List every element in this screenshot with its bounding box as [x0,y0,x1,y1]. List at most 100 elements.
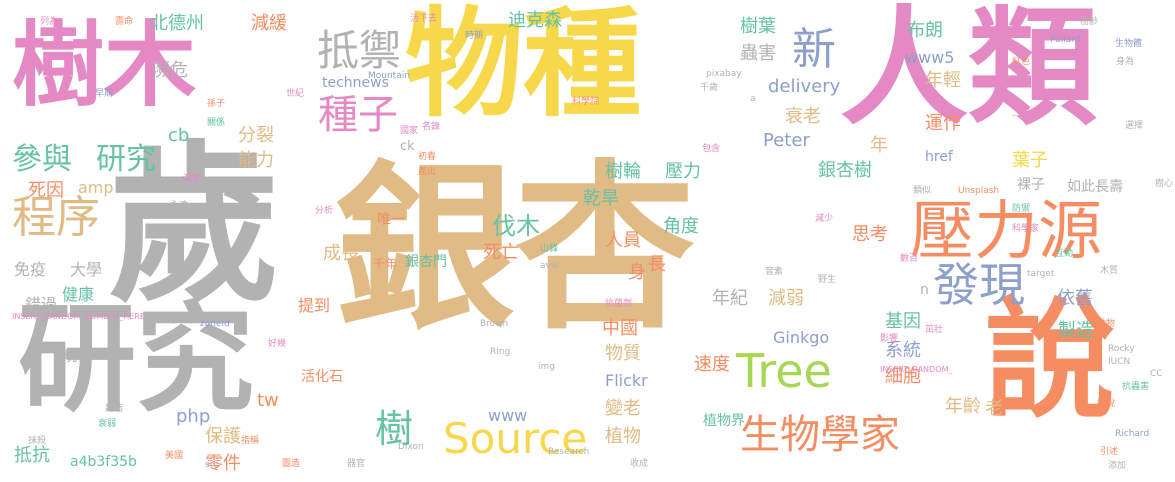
word-binwei: 瀕危 [152,60,188,81]
word-insert-random: INSERT_RANDOM_NUMBER_HERE' [12,312,148,321]
word-dongwu: 動物 [1097,319,1116,329]
word-shengwuxuejia: 生物學家 [740,412,900,458]
word-jianshao: 減少 [815,214,834,224]
word-mingyuan: 名錄 [422,122,441,132]
word-yanjiu: 研究 [18,290,255,428]
word-www: www [488,406,528,425]
word-unsplash: Unsplash [958,186,1000,196]
word-xiancun: 現存 [63,349,91,365]
word-bianlao: 變老 [605,398,641,419]
word-ginkgo: Ginkgo [773,328,830,347]
word-shuzi: 數百 [900,254,919,264]
word-baohan: 包含 [702,144,721,154]
word-iucn: IUCN [1108,357,1131,367]
word-renyuan: 人員 [605,230,641,251]
word-tidao: 提到 [298,296,331,315]
word-qianmou: 千歲 [700,83,719,93]
word-haoshi: 好幾 [268,339,287,349]
word-jianhuan: 減緩 [251,13,287,34]
word-a4b: a4b3f35b [70,454,137,470]
word-huoxiaqu: 活下去 [410,14,438,24]
word-shimiao: 時期 [465,31,484,41]
word-qiannian: 千年 [373,257,398,271]
word-xin: 新 [792,24,836,75]
word-nianling: 年齡 [945,396,981,417]
word-zhongguo: 中國 [602,318,638,339]
word-siwang: 死亡 [483,242,519,263]
word-mosha: 抹殺 [28,436,47,446]
word-yinxingmen: 銀杏門 [405,254,447,270]
word-shuling: 樹齡 [1080,17,1099,27]
word-peter: Peter [763,130,810,151]
word-mumu: 木質 [1100,266,1119,276]
word-yinyue: 音素 [765,267,784,277]
word-bulang: 布朗 [907,20,943,41]
word-jiankang: 健康 [62,285,95,304]
word-shen: 身 [628,262,646,283]
word-qiaoguan: 器官 [347,459,366,469]
word-renlei: 人類 [840,0,1097,143]
word-mianyi: 免疫 [14,260,47,279]
word-a: a [750,94,756,104]
word-yesheng: 野生 [818,275,837,285]
word-tuzao: 圖造 [282,459,301,469]
word-kexueyuan: 科學院 [572,97,600,107]
word-dixon: Dixon [398,442,424,452]
word-dikang: 抵抗 [14,445,50,466]
word-shouxi: 收成 [630,459,649,469]
word-jiyin: 基因 [885,311,921,332]
word-cuoguo: 錯過 [25,295,58,314]
word-kexuejia: 科學家 [1012,224,1040,234]
word-sikao: 思考 [852,224,888,245]
word-shiji: 世紀 [286,89,305,99]
word-tree: Tree [736,344,832,398]
word-yali: 壓力 [665,161,701,182]
word-hudong: 互動 [1055,249,1074,259]
word-shouming: 壽命 [115,17,134,27]
word-yinshuo: 引述 [1100,447,1119,457]
word-chansheng: 產出 [418,167,437,177]
word-chang: 長 [648,254,666,275]
word-zhuozhan: 茁壯 [925,325,944,335]
word-guojia: 國家 [400,126,419,136]
word-siyin: 死因 [28,180,64,201]
word-wuzhong: 物種 [405,0,642,133]
word-shuye: 樹葉 [740,16,776,37]
word-yalivuan: 壓力源 [910,195,1102,269]
word-yijiu: 依舊 [1057,288,1093,309]
word-fenlie: 分裂 [238,125,274,146]
word-xuanze: 選擇 [1125,121,1144,131]
word-zhizao: 製造 [1058,320,1094,341]
word-nianji: 年紀 [712,288,748,309]
word-liewei: 列為 [40,17,59,27]
word-shuo: 說 [985,284,1116,436]
word-shulun: 樹輪 [605,161,641,182]
word-tiancao: 添加 [1108,461,1127,471]
word-yinxingshu: 銀杏樹 [818,160,872,181]
word-lingjian: 零件 [205,453,241,474]
word-ck: ck [400,139,415,154]
word-fenxi: 分析 [315,206,334,216]
word-shanfeng: 山鋒 [540,244,559,254]
word-daxue: 大學 [70,260,103,279]
word-sunzi: 孫子 [207,99,226,109]
word-fangyu: 防禦 [1012,204,1031,214]
word-cc: CC [1150,369,1163,379]
word-luozi: 裸子 [1017,177,1045,193]
word-shumu: 樹木 [12,12,197,119]
word-php: php [176,406,211,427]
word-diyu: 抵禦 [317,26,402,75]
word-yunzuo: 運作 [925,113,961,134]
word-href: href [925,149,953,165]
word-insert-random2: INSERT_RANDOM_ [880,365,953,374]
word-source: Source [443,414,588,463]
word-chulingzhong: 初春 [418,152,437,162]
word-guanxi: 關係 [207,118,226,128]
word-jushuo: 據說 [1097,399,1116,409]
word-yongyuan: 永遠 [170,201,189,211]
word-research: Research [548,447,590,457]
word-amp: amp [78,178,114,197]
word-yanjiu-small: 研究 [96,142,156,177]
word-meiguo: 美國 [165,451,184,461]
word-shengwuti: 生物體 [1115,39,1143,49]
